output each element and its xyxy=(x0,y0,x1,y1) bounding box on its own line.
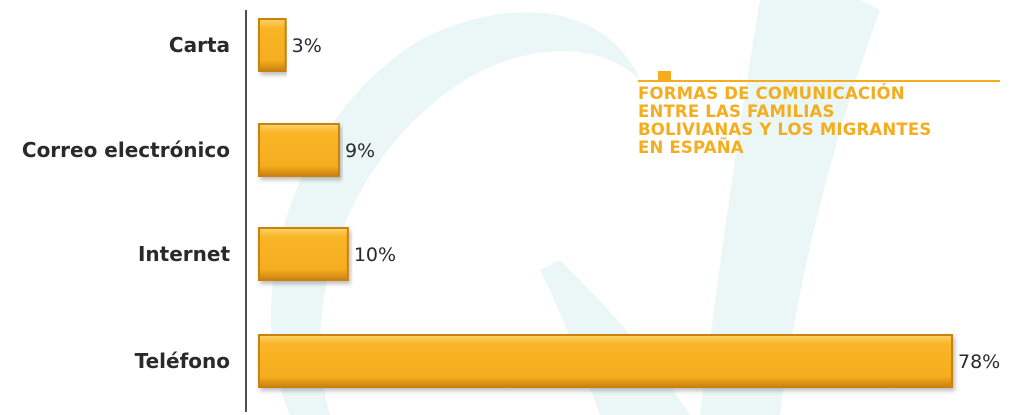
value-label: 9% xyxy=(345,140,375,162)
bar-2 xyxy=(258,227,349,281)
title-marker-square xyxy=(658,71,671,82)
bar-1 xyxy=(258,123,340,177)
bar-0 xyxy=(258,18,287,72)
title-rule xyxy=(638,80,1000,82)
chart-title: FORMAS DE COMUNICACIÓN ENTRE LAS FAMILIA… xyxy=(638,84,932,157)
category-label: Carta xyxy=(169,33,230,57)
value-label: 3% xyxy=(292,35,322,57)
category-label: Teléfono xyxy=(135,349,230,373)
category-label: Internet xyxy=(138,242,230,266)
bar-3 xyxy=(258,334,953,388)
value-label: 78% xyxy=(958,351,1000,373)
category-label: Correo electrónico xyxy=(22,138,230,162)
value-label: 10% xyxy=(354,244,396,266)
